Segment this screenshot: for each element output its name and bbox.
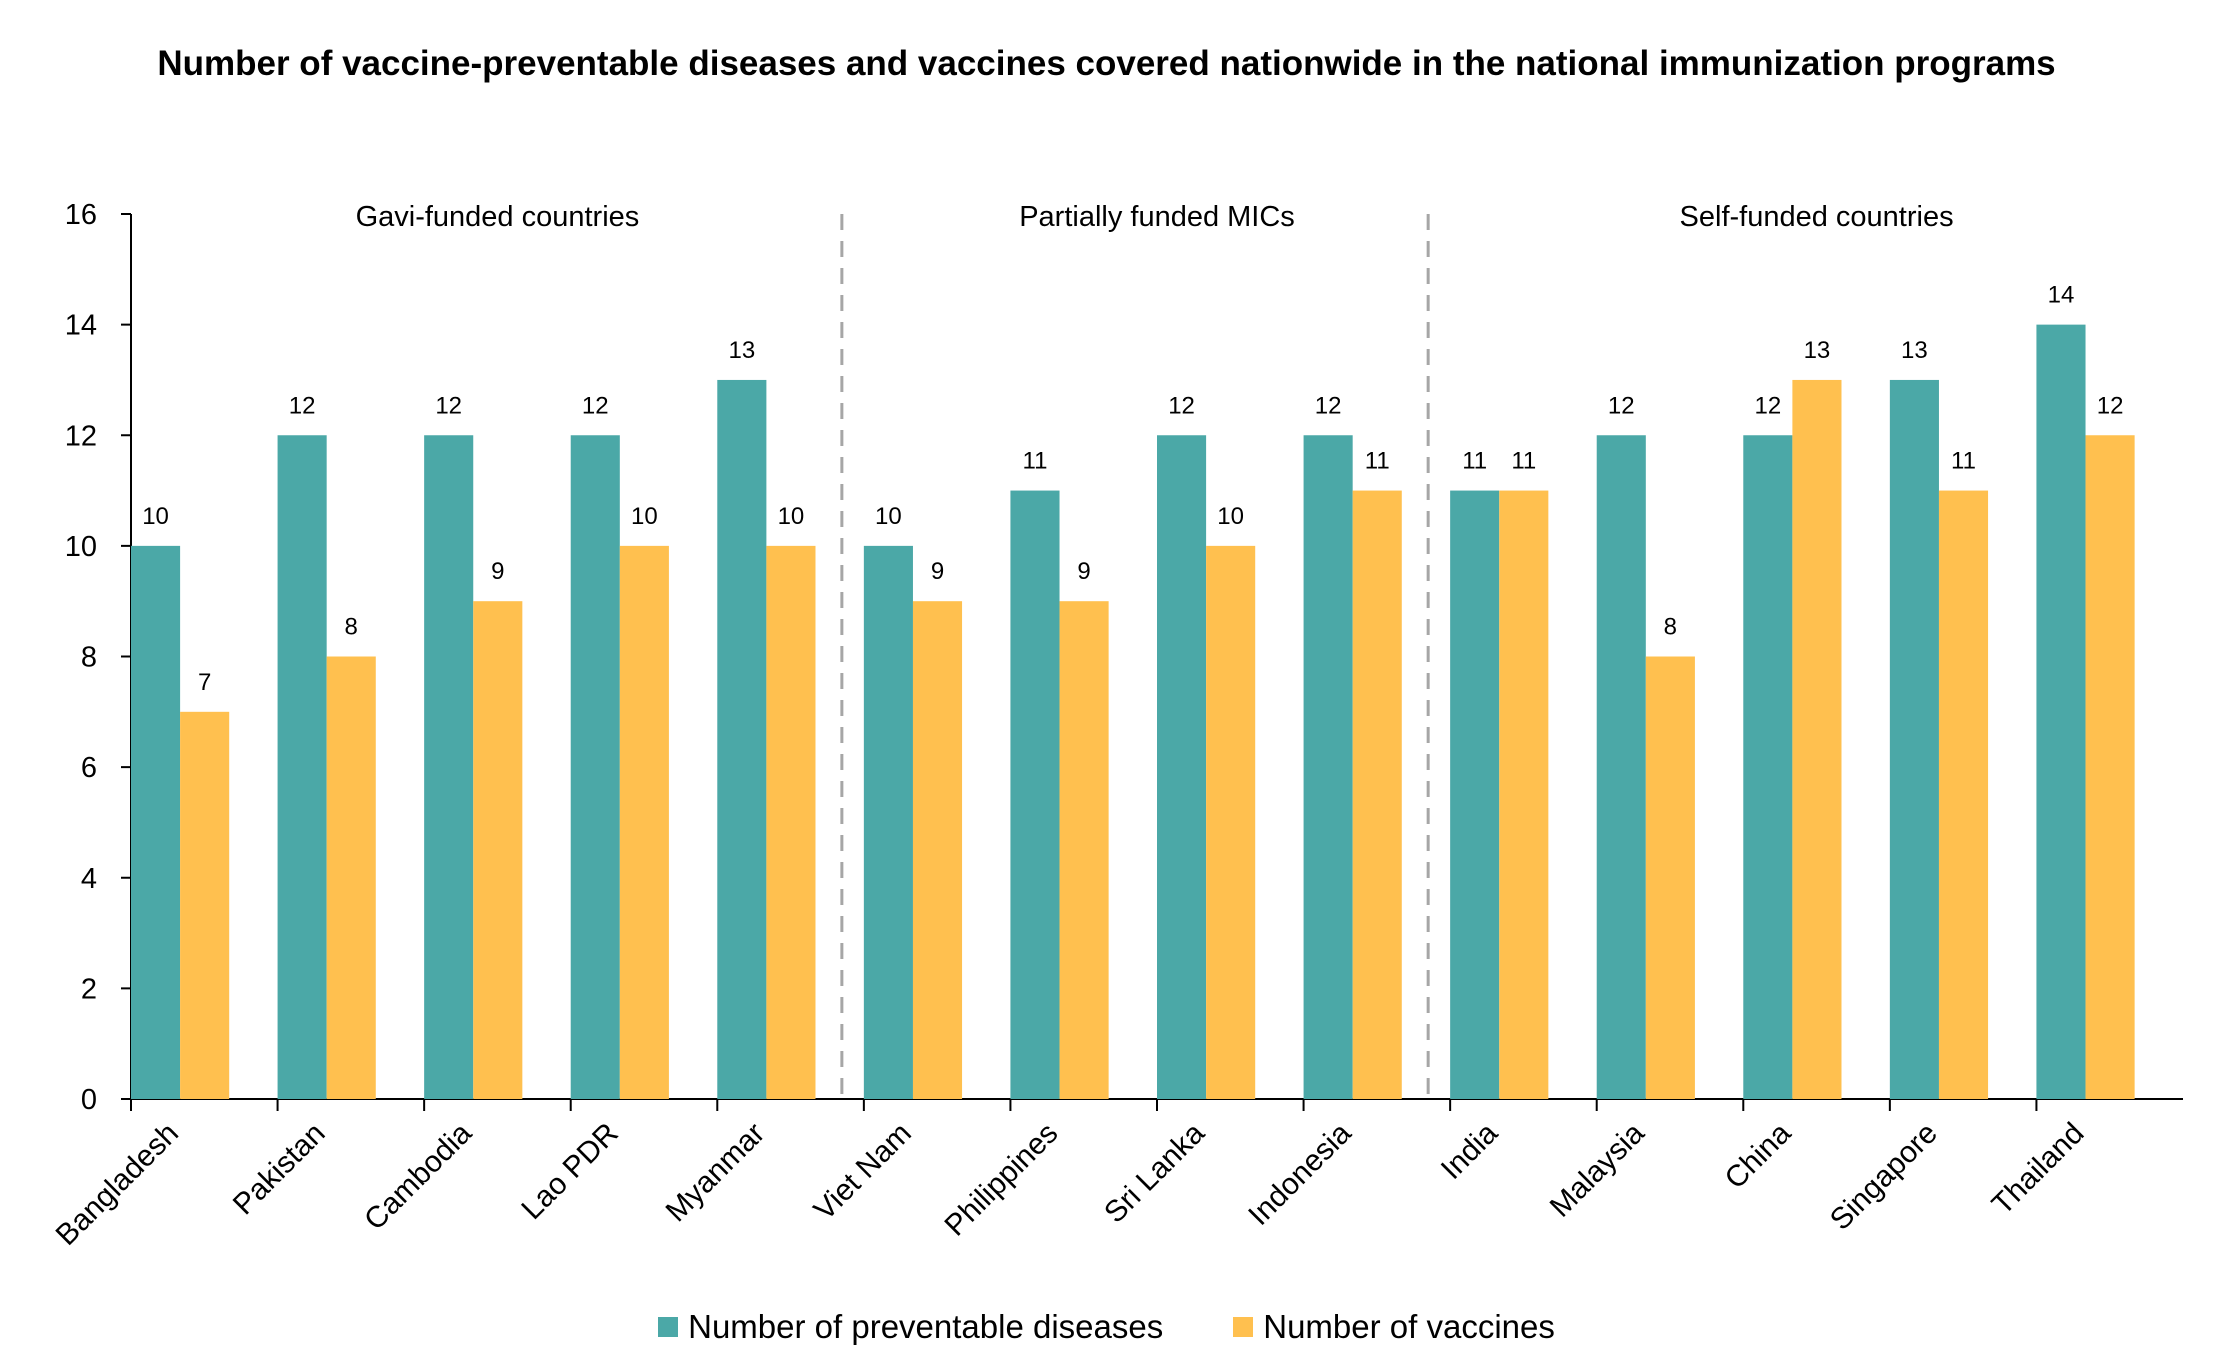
bar-diseases-myanmar	[717, 379, 767, 1099]
bar-diseases-singapore	[1889, 379, 1939, 1099]
data-label-diseases: 12	[289, 392, 316, 419]
data-label-vaccines: 7	[198, 669, 211, 696]
data-label-vaccines: 8	[345, 614, 358, 641]
legend-label-diseases: Number of preventable diseases	[688, 1308, 1164, 1345]
category-label: Pakistan	[227, 1117, 332, 1222]
legend-swatch-diseases	[658, 1317, 679, 1337]
data-label-vaccines: 11	[1365, 448, 1390, 475]
data-label-diseases: 10	[142, 503, 169, 530]
bar-vaccines-china	[1792, 379, 1842, 1099]
y-tick-label: 2	[81, 973, 97, 1005]
category-label: India	[1435, 1116, 1505, 1186]
data-label-diseases: 11	[1023, 448, 1048, 475]
bar-vaccines-pakistan	[326, 656, 376, 1099]
legend-item-diseases: Number of preventable diseases	[658, 1308, 1163, 1346]
y-tick-label: 10	[65, 531, 97, 563]
data-label-vaccines: 10	[1217, 503, 1244, 530]
legend-swatch-vaccines	[1233, 1317, 1254, 1337]
bar-diseases-thailand	[2036, 324, 2086, 1099]
data-label-diseases: 12	[1168, 392, 1195, 419]
chart-title: Number of vaccine-preventable diseases a…	[157, 44, 2056, 83]
bar-vaccines-sri-lanka	[1206, 545, 1256, 1099]
bar-vaccines-viet-nam	[912, 601, 963, 1099]
data-label-diseases: 13	[728, 337, 755, 364]
category-label: China	[1719, 1116, 1798, 1195]
category-label: Lao PDR	[515, 1117, 624, 1226]
y-tick-label: 14	[65, 310, 97, 342]
data-label-vaccines: 8	[1664, 614, 1677, 641]
bar-diseases-cambodia	[424, 435, 474, 1099]
category-label: Thailand	[1986, 1117, 2091, 1222]
group-label: Self-funded countries	[1680, 201, 1954, 233]
bar-diseases-lao-pdr	[570, 435, 620, 1099]
bar-diseases-china	[1743, 435, 1793, 1099]
legend-item-vaccines: Number of vaccines	[1233, 1308, 1555, 1346]
bar-diseases-indonesia	[1303, 435, 1353, 1099]
bar-diseases-bangladesh	[131, 545, 181, 1099]
bar-diseases-philippines	[1010, 490, 1060, 1099]
data-label-vaccines: 9	[1077, 558, 1090, 585]
bar-diseases-india	[1450, 490, 1500, 1099]
data-label-vaccines: 13	[1804, 337, 1831, 364]
category-label: Cambodia	[358, 1116, 478, 1236]
data-label-diseases: 11	[1462, 448, 1487, 475]
bar-diseases-viet-nam	[863, 545, 913, 1099]
category-label: Philippines	[939, 1117, 1065, 1243]
category-label: Sri Lanka	[1098, 1116, 1211, 1229]
legend: Number of preventable diseases Number of…	[0, 1308, 2213, 1346]
bar-vaccines-cambodia	[473, 601, 523, 1099]
y-tick-label: 0	[81, 1084, 97, 1116]
data-label-vaccines: 11	[1511, 448, 1536, 475]
y-tick-label: 16	[65, 199, 97, 231]
legend-label-vaccines: Number of vaccines	[1263, 1308, 1555, 1345]
category-label: Indonesia	[1242, 1116, 1358, 1232]
data-label-diseases: 12	[582, 392, 609, 419]
group-label: Partially funded MICs	[1019, 201, 1295, 233]
bar-vaccines-bangladesh	[180, 711, 230, 1099]
category-label: Singapore	[1824, 1117, 1944, 1237]
y-tick-label: 8	[81, 642, 97, 674]
y-tick-label: 6	[81, 752, 97, 784]
bar-vaccines-philippines	[1059, 601, 1109, 1099]
bar-vaccines-indonesia	[1352, 490, 1402, 1099]
category-label: Malaysia	[1544, 1116, 1651, 1223]
bars-layer	[131, 324, 2135, 1099]
category-label: Viet Nam	[808, 1117, 918, 1227]
bar-vaccines-thailand	[2085, 435, 2135, 1099]
bar-vaccines-myanmar	[766, 545, 816, 1099]
data-label-vaccines: 10	[778, 503, 805, 530]
data-label-vaccines: 11	[1951, 448, 1976, 475]
data-label-diseases: 10	[875, 503, 902, 530]
data-label-vaccines: 9	[491, 558, 504, 585]
data-label-diseases: 12	[435, 392, 462, 419]
bar-vaccines-india	[1499, 490, 1549, 1099]
data-label-vaccines: 10	[631, 503, 658, 530]
bar-diseases-sri-lanka	[1157, 435, 1207, 1099]
data-label-diseases: 12	[1315, 392, 1342, 419]
bar-diseases-malaysia	[1596, 435, 1646, 1099]
category-label: Myanmar	[660, 1117, 772, 1229]
bar-vaccines-malaysia	[1645, 656, 1695, 1099]
data-label-diseases: 12	[1608, 392, 1635, 419]
data-label-diseases: 13	[1901, 337, 1928, 364]
data-label-diseases: 14	[2048, 282, 2075, 309]
data-label-vaccines: 12	[2097, 392, 2124, 419]
bar-vaccines-singapore	[1938, 490, 1989, 1099]
y-tick-label: 12	[65, 420, 97, 452]
y-tick-label: 4	[81, 863, 97, 895]
bar-vaccines-lao-pdr	[619, 545, 669, 1099]
data-label-diseases: 12	[1754, 392, 1781, 419]
category-label: Bangladesh	[50, 1117, 185, 1252]
group-label: Gavi-funded countries	[356, 201, 640, 233]
data-label-vaccines: 9	[931, 558, 944, 585]
bar-diseases-pakistan	[277, 435, 327, 1099]
